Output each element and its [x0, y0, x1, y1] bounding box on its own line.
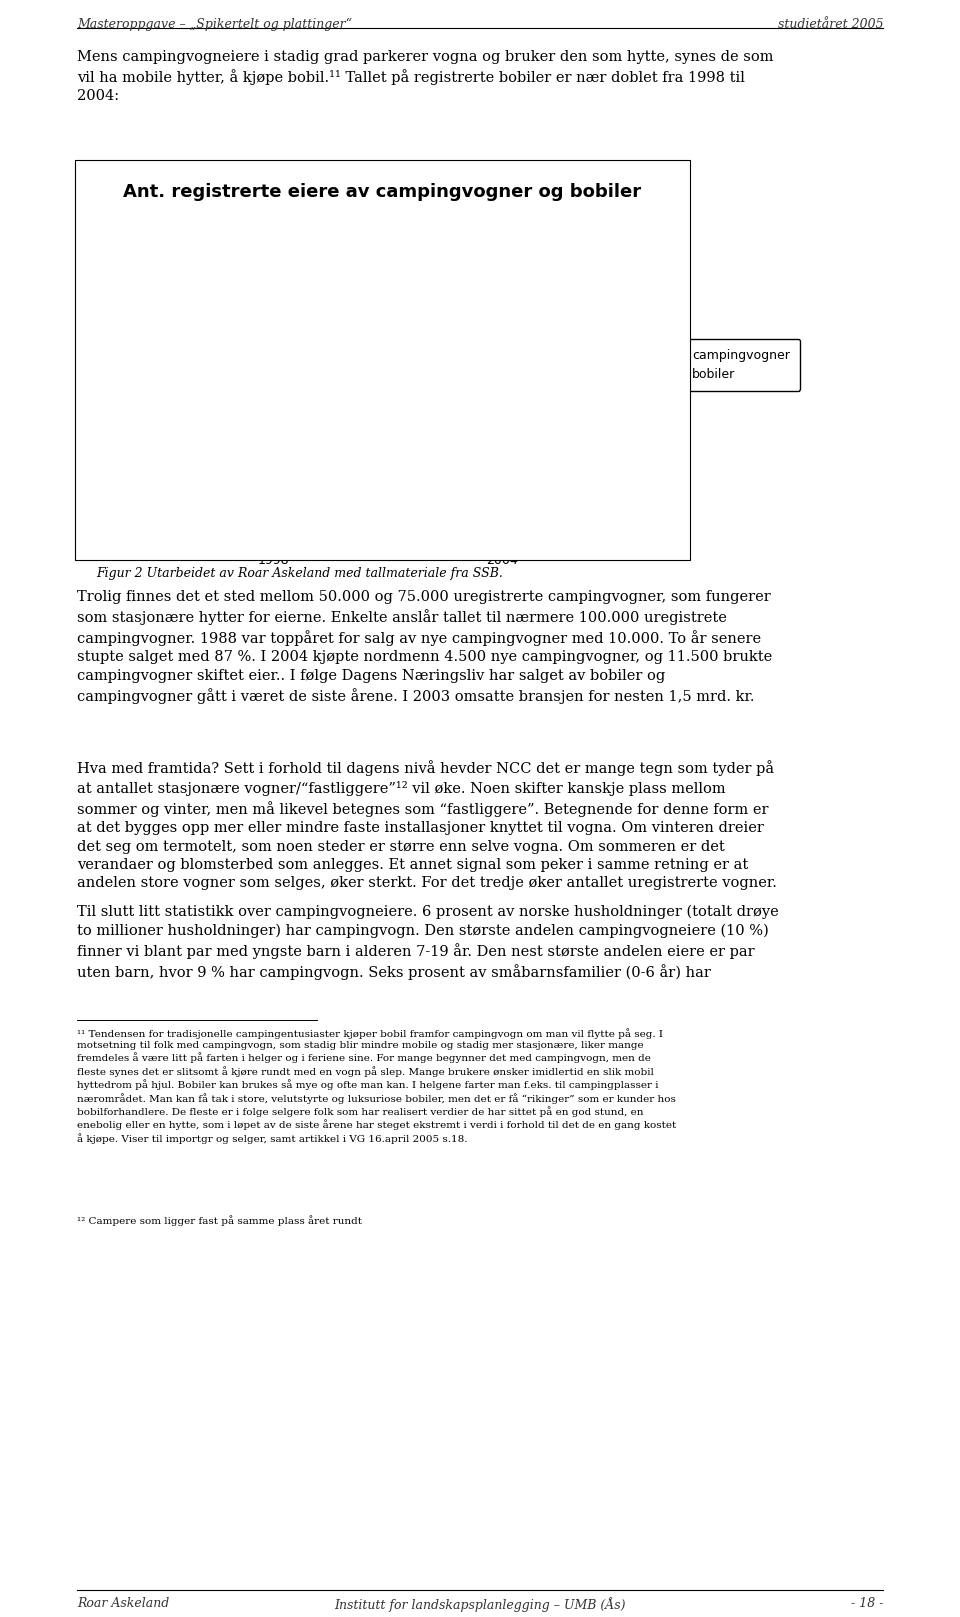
- Text: Til slutt litt statistikk over campingvogneiere. 6 prosent av norske husholdning: Til slutt litt statistikk over campingvo…: [77, 906, 779, 980]
- Text: Mens campingvogneiere i stadig grad parkerer vogna og bruker den som hytte, syne: Mens campingvogneiere i stadig grad park…: [77, 50, 774, 103]
- Text: Trolig finnes det et sted mellom 50.000 og 75.000 uregistrerte campingvogner, so: Trolig finnes det et sted mellom 50.000 …: [77, 590, 772, 703]
- Bar: [422, 241, 502, 548]
- Text: ¹¹ Tendensen for tradisjonelle campingentusiaster kjøper bobil framfor campingvo: ¹¹ Tendensen for tradisjonelle campingen…: [77, 1028, 676, 1143]
- Text: Roar Askeland: Roar Askeland: [77, 1598, 169, 1611]
- Bar: [502, 496, 583, 548]
- Text: studietåret 2005: studietåret 2005: [778, 18, 883, 31]
- Text: Figur 2 Utarbeidet av Roar Askeland med tallmateriale fra SSB.: Figur 2 Utarbeidet av Roar Askeland med …: [96, 568, 503, 581]
- Text: Hva med framtida? Sett i forhold til dagens nivå hevder NCC det er mange tegn so: Hva med framtida? Sett i forhold til dag…: [77, 760, 777, 891]
- Text: Masteroppgave – „Spikertelt og plattinger“: Masteroppgave – „Spikertelt og plattinge…: [77, 18, 351, 31]
- Bar: [194, 249, 274, 548]
- Text: Institutt for landskapsplanlegging – UMB (Ås): Institutt for landskapsplanlegging – UMB…: [334, 1598, 626, 1612]
- Text: ¹² Campere som ligger fast på samme plass året rundt: ¹² Campere som ligger fast på samme plas…: [77, 1214, 362, 1226]
- Text: - 18 -: - 18 -: [851, 1598, 883, 1611]
- Legend: campingvogner, bobiler: campingvogner, bobiler: [654, 338, 800, 391]
- Text: Ant. registrerte eiere av campingvogner og bobiler: Ant. registrerte eiere av campingvogner …: [124, 183, 641, 201]
- Bar: [274, 519, 353, 548]
